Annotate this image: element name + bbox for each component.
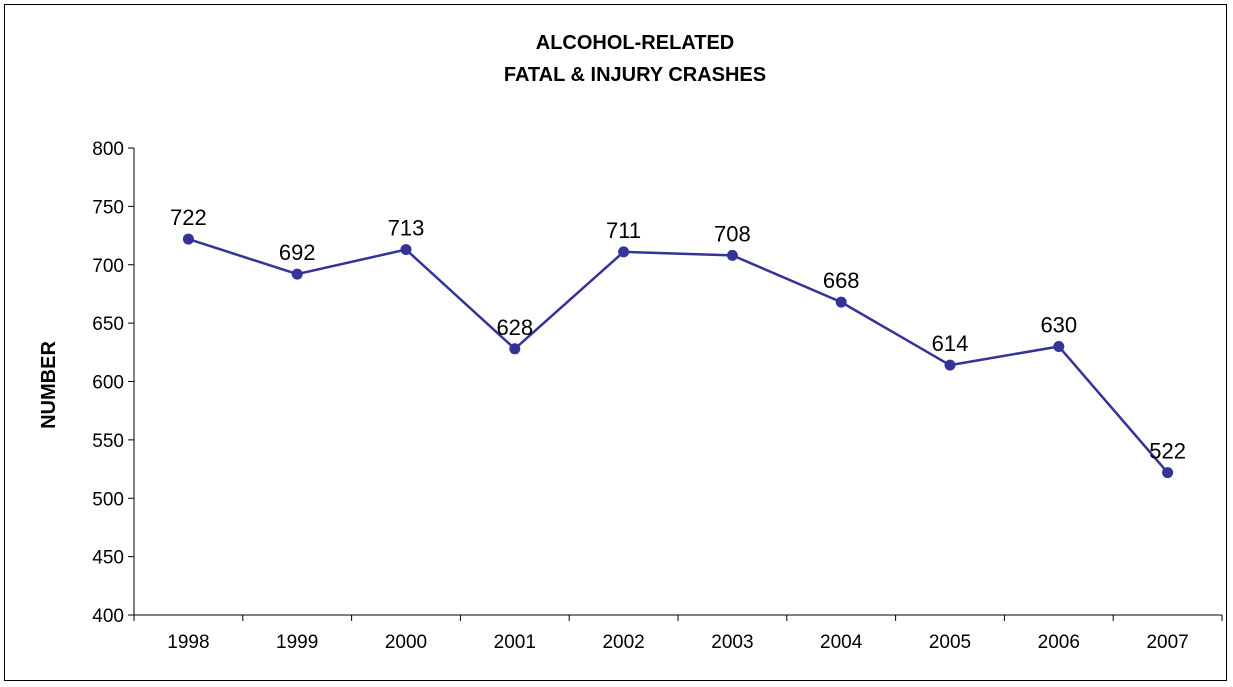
x-tick-label: 2004 <box>820 632 863 653</box>
data-label: 628 <box>496 315 533 340</box>
y-tick-label: 450 <box>92 548 124 569</box>
data-point <box>726 249 738 261</box>
data-point <box>1162 467 1174 479</box>
axes: 400 450 500 550 600 650 700 750 800 1998 1999 2000 2… <box>92 139 1223 653</box>
x-tick-label: 1999 <box>276 632 318 653</box>
y-tick-label: 800 <box>92 139 124 160</box>
y-tick-label: 750 <box>92 197 124 218</box>
data-point <box>509 343 521 355</box>
data-point <box>291 268 303 280</box>
x-tick-label: 2006 <box>1038 632 1080 653</box>
data-label: 522 <box>1149 439 1186 464</box>
y-tick-label: 500 <box>92 489 124 510</box>
data-label: 692 <box>279 240 316 265</box>
chart-frame: ALCOHOL-RELATED FATAL & INJURY CRASHES N… <box>4 4 1227 681</box>
x-tick-label: 2003 <box>711 632 753 653</box>
data-label: 630 <box>1040 312 1077 337</box>
data-label: 722 <box>170 205 207 230</box>
data-label: 713 <box>388 216 425 241</box>
x-tick-label: 2007 <box>1146 632 1188 653</box>
data-label: 708 <box>714 221 751 246</box>
data-point <box>618 246 630 258</box>
x-tick-label: 1998 <box>167 632 209 653</box>
data-label: 668 <box>823 268 860 293</box>
data-point <box>1053 340 1065 352</box>
y-tick-label: 600 <box>92 373 124 394</box>
data-point <box>835 296 847 308</box>
data-labels: 722 692 713 628 711 708 668 614 630 522 <box>170 205 1186 464</box>
series-line <box>188 237 1169 474</box>
chart-title-line-2: FATAL & INJURY CRASHES <box>504 64 766 86</box>
x-tick-label: 2005 <box>929 632 971 653</box>
y-tick-label: 650 <box>92 314 124 335</box>
series-layer <box>182 233 1174 479</box>
line-chart: ALCOHOL-RELATED FATAL & INJURY CRASHES N… <box>38 32 1223 653</box>
y-tick-label: 700 <box>92 256 124 277</box>
x-tick-label: 2000 <box>385 632 427 653</box>
x-tick-label: 2002 <box>602 632 644 653</box>
data-point <box>182 233 194 245</box>
data-point <box>400 244 412 256</box>
data-label: 614 <box>932 331 969 356</box>
data-point <box>944 359 956 371</box>
y-tick-label: 400 <box>92 606 124 627</box>
x-tick-label: 2001 <box>494 632 536 653</box>
y-axis-label: NUMBER <box>38 341 60 429</box>
chart-title-line-1: ALCOHOL-RELATED <box>536 32 735 54</box>
y-tick-label: 550 <box>92 431 124 452</box>
data-label: 711 <box>606 218 641 243</box>
